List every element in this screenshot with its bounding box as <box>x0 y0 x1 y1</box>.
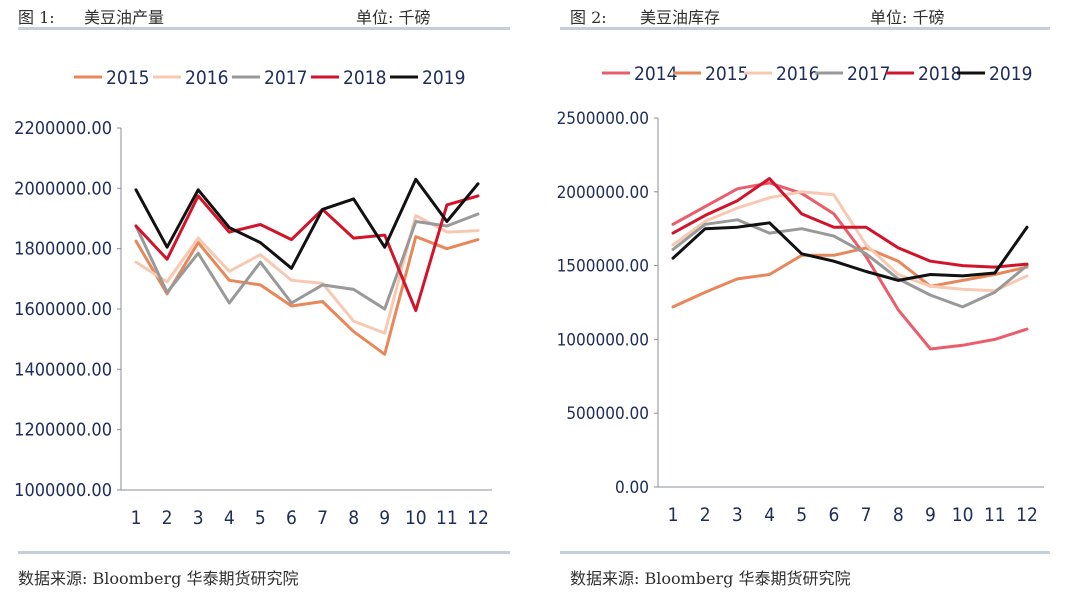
legend-label-2018: 2018 <box>343 67 387 89</box>
y-tick-label: 0.00 <box>615 478 649 498</box>
legend-label-2014: 2014 <box>634 63 678 85</box>
series-line-2014 <box>671 181 1029 351</box>
legend-label-2017: 2017 <box>264 67 308 89</box>
unit-label: 单位: 千磅 <box>356 8 431 27</box>
footer-rule <box>18 551 510 554</box>
x-tick-label: 9 <box>925 504 936 526</box>
legend-label-2015: 2015 <box>106 67 150 89</box>
x-tick-label: 2 <box>700 504 711 526</box>
legend-label-2016: 2016 <box>185 67 229 89</box>
series-line-2019 <box>134 177 480 270</box>
chart-panel-inventory: 图 2: 美豆油库存 单位: 千磅 0.00 500000.00 1000000.0… <box>540 0 1080 605</box>
series-line-2015 <box>671 246 1029 309</box>
y-tick-label: 2200000.00 <box>14 118 112 139</box>
legend-label-2019: 2019 <box>422 67 466 89</box>
chart-panel-production: 图 1: 美豆油产量 单位: 千磅 1000000.00 1200000.00 14… <box>14 8 510 588</box>
x-tick-label: 2 <box>162 507 173 529</box>
y-tick-label: 1200000.00 <box>14 420 112 441</box>
chart-title: 美豆油产量 <box>84 8 165 27</box>
unit-label: 单位: 千磅 <box>870 8 945 27</box>
x-tick-label: 1 <box>131 507 142 529</box>
footer-rule <box>560 551 1050 554</box>
legend-label-2016: 2016 <box>776 63 820 85</box>
y-tick-label: 1600000.00 <box>14 299 112 320</box>
x-tick-label: 10 <box>952 504 974 526</box>
figure-label: 图 2: <box>570 8 607 27</box>
series-line-2019 <box>671 221 1029 282</box>
x-tick-label: 12 <box>1016 504 1038 526</box>
y-tick-label: 1800000.00 <box>14 239 112 260</box>
series-line-2018 <box>671 177 1029 269</box>
x-tick-label: 4 <box>764 504 775 526</box>
source-note: 数据来源: Bloomberg 华泰期货研究院 <box>570 569 851 588</box>
y-tick-label: 2000000.00 <box>557 183 649 203</box>
header-rule <box>560 27 1050 30</box>
x-tick-label: 9 <box>379 507 390 529</box>
legend-label-2019: 2019 <box>989 63 1033 85</box>
series-line-2017 <box>134 212 480 311</box>
y-tick-label: 1000000.00 <box>14 480 112 501</box>
x-tick-label: 7 <box>317 507 328 529</box>
y-tick-label: 1400000.00 <box>14 359 112 380</box>
x-tick-label: 5 <box>255 507 266 529</box>
x-tick-label: 4 <box>224 507 235 529</box>
figure-label: 图 1: <box>18 8 55 27</box>
x-tick-label: 12 <box>467 507 489 529</box>
series-line-2015 <box>134 235 480 356</box>
x-tick-label: 11 <box>984 504 1006 526</box>
series-line-2018 <box>134 194 480 312</box>
source-note: 数据来源: Bloomberg 华泰期货研究院 <box>18 569 299 588</box>
x-tick-label: 3 <box>193 507 204 529</box>
x-tick-label: 11 <box>436 507 458 529</box>
x-tick-label: 8 <box>893 504 904 526</box>
header-rule <box>18 27 510 30</box>
series-line-2016 <box>671 190 1029 293</box>
series-line-2017 <box>671 218 1029 309</box>
x-tick-label: 3 <box>732 504 743 526</box>
x-tick-label: 5 <box>796 504 807 526</box>
legend-label-2015: 2015 <box>705 63 749 85</box>
y-tick-label: 1500000.00 <box>557 257 649 277</box>
series-line-2016 <box>134 214 480 335</box>
x-tick-label: 6 <box>286 507 297 529</box>
x-tick-label: 10 <box>405 507 427 529</box>
production-line-chart: 1000000.00 1200000.00 1400000.00 1600000.00… <box>14 67 492 529</box>
x-tick-label: 7 <box>861 504 872 526</box>
legend-label-2018: 2018 <box>918 63 962 85</box>
legend-label-2017: 2017 <box>847 63 891 85</box>
chart-title: 美豆油库存 <box>640 8 721 27</box>
x-tick-label: 1 <box>668 504 679 526</box>
y-tick-label: 2000000.00 <box>14 178 112 199</box>
y-tick-label: 1000000.00 <box>557 330 649 350</box>
inventory-line-chart: 0.00 500000.00 1000000.00 1500000.00 2000000… <box>557 63 1044 526</box>
y-tick-label: 500000.00 <box>566 404 649 424</box>
y-tick-label: 2500000.00 <box>557 109 649 129</box>
x-tick-label: 6 <box>828 504 839 526</box>
x-tick-label: 8 <box>348 507 359 529</box>
